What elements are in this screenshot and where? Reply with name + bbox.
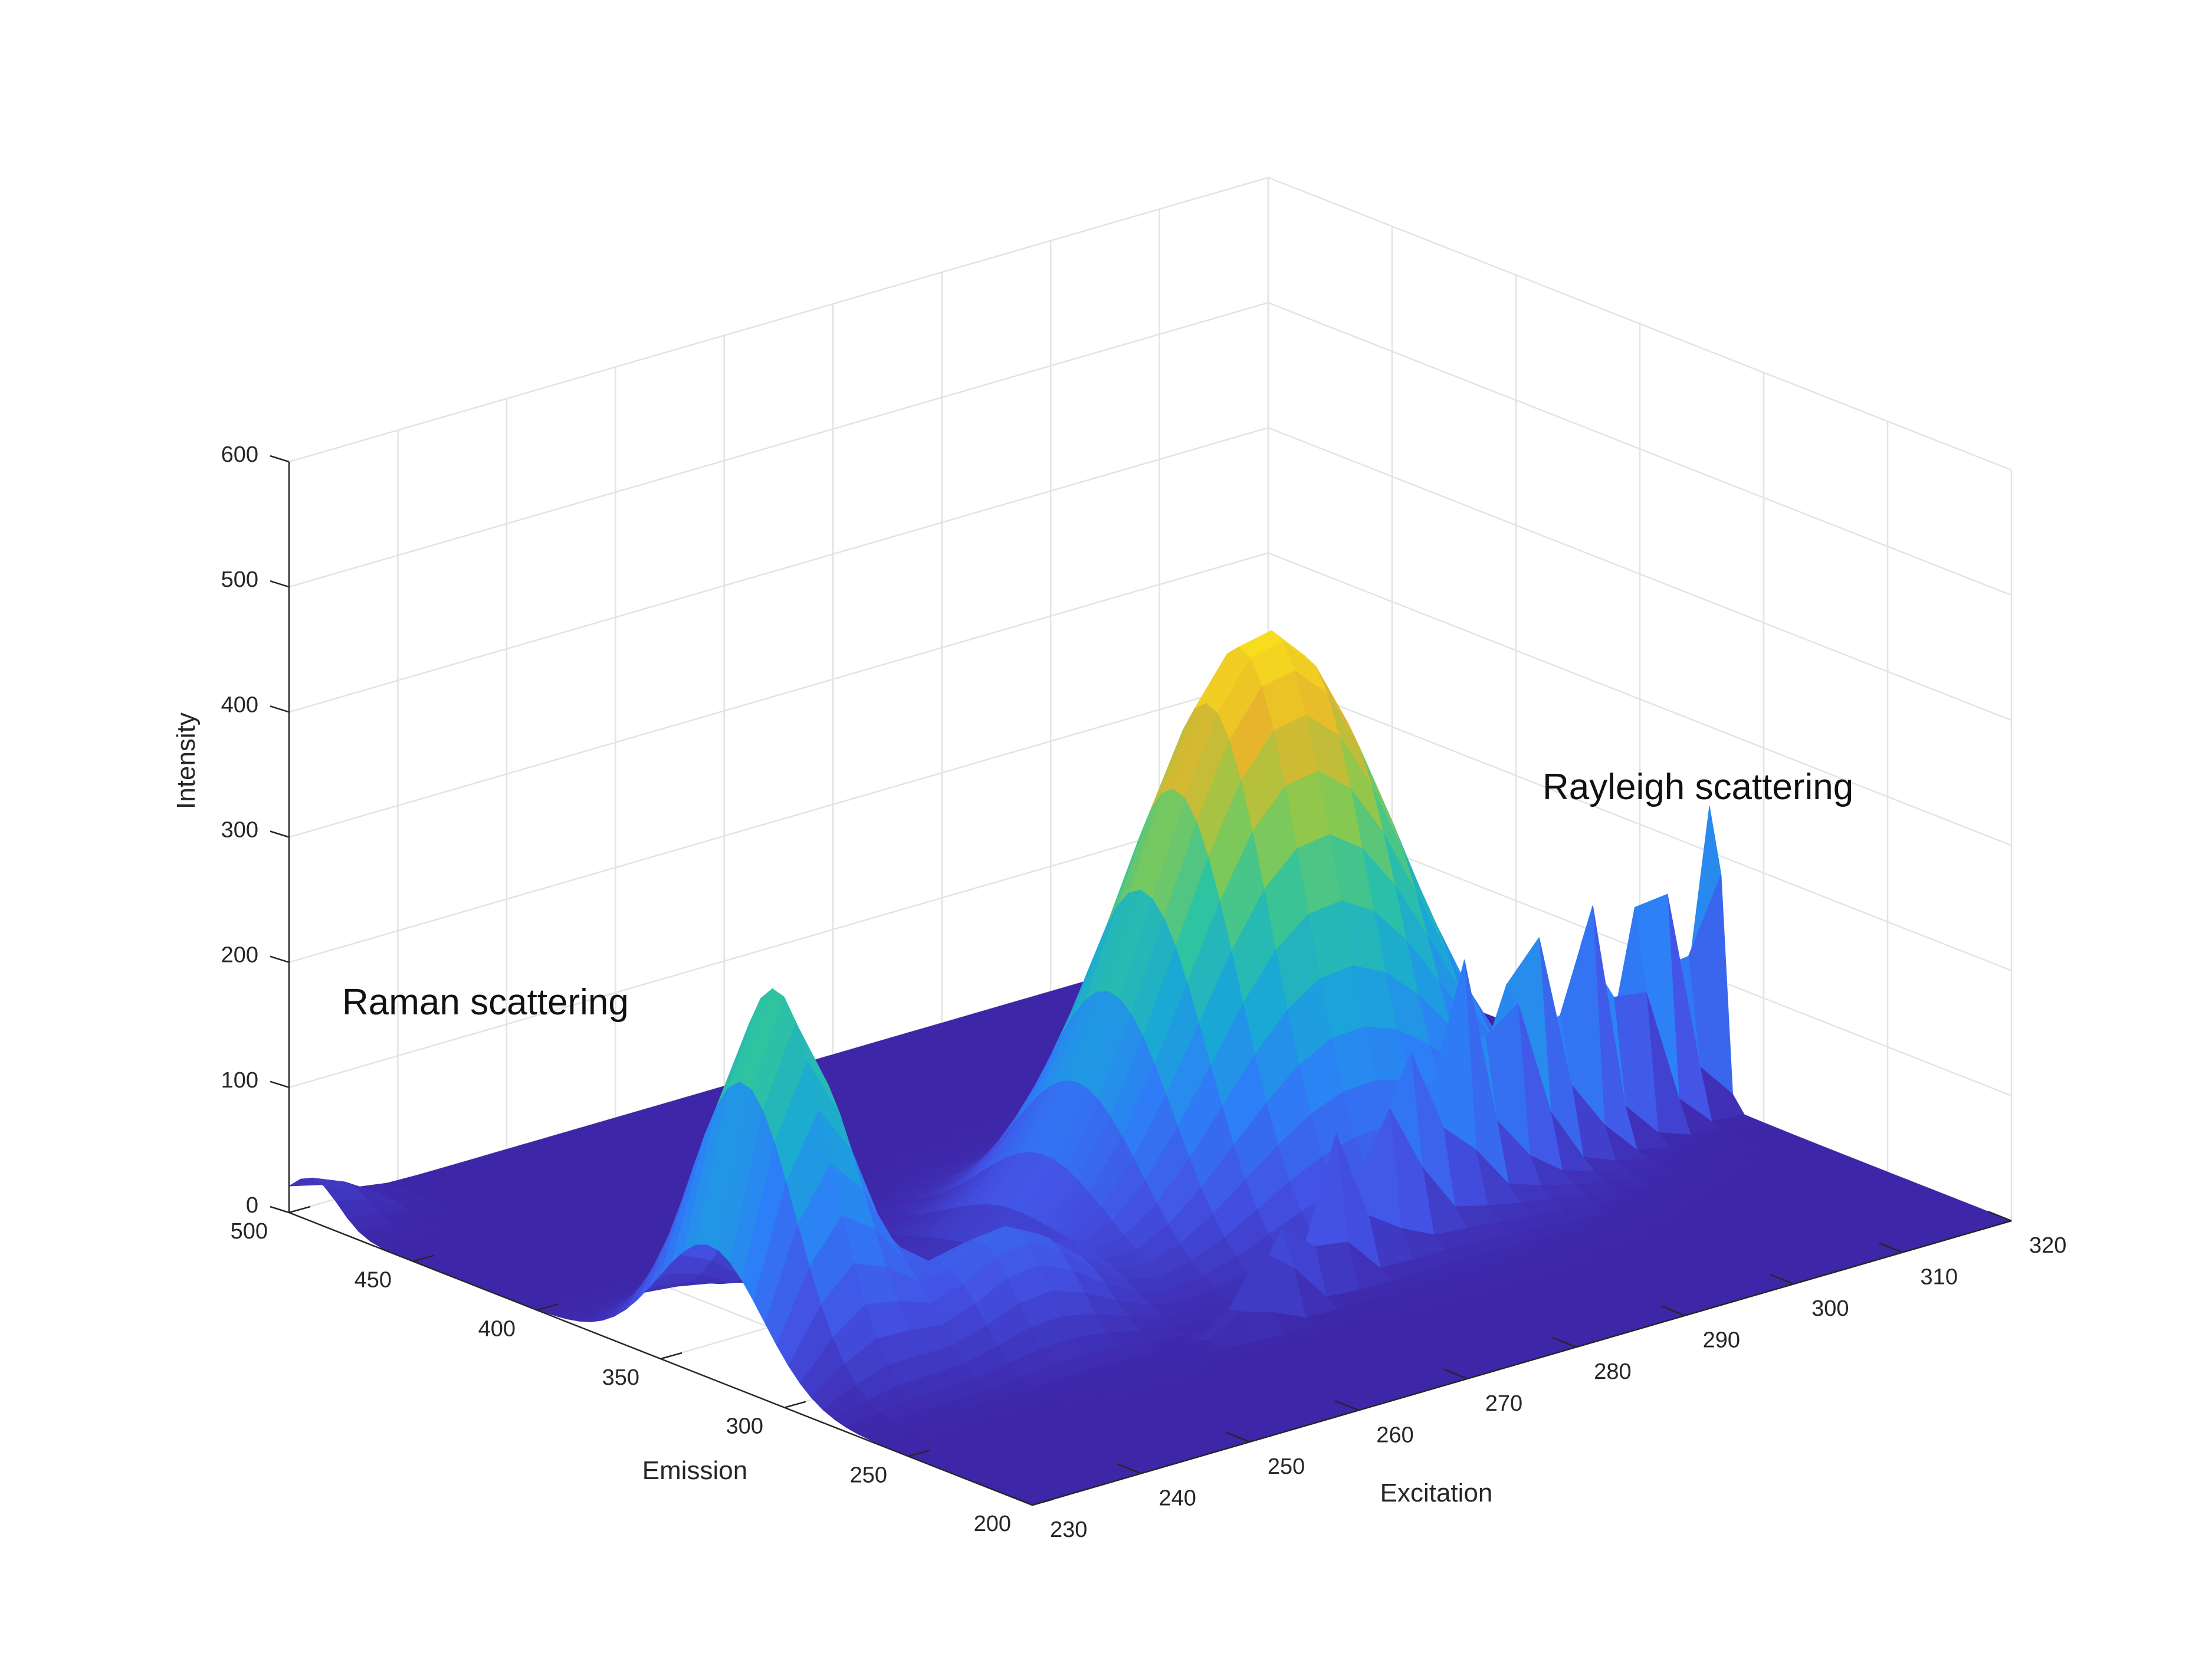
intensity-tick: [270, 455, 290, 463]
excitation-tick: [1661, 1305, 1686, 1316]
excitation-tick-label: 290: [1703, 1328, 1740, 1353]
excitation-tick-label: 270: [1485, 1391, 1522, 1416]
excitation-axis-label: Excitation: [1380, 1479, 1493, 1507]
emission-tick-label: 450: [355, 1268, 392, 1293]
intensity-tick-label: 500: [221, 567, 258, 592]
excitation-tick: [1552, 1337, 1577, 1348]
intensity-tick-label: 400: [221, 692, 258, 717]
axes: 0 100 200 300 400 500 600 200 250 300 350 400 450 500…: [172, 442, 2066, 1542]
emission-tick-label: 350: [602, 1365, 639, 1390]
intensity-tick-label: 100: [221, 1068, 258, 1093]
surface: [288, 630, 2013, 1506]
intensity-tick: [270, 1080, 290, 1089]
grid-line-intensity: [288, 552, 2012, 846]
excitation-tick-label: 310: [1921, 1265, 1958, 1290]
grid-line-intensity: [288, 301, 2012, 596]
annotations: Raman scattering Rayleigh scattering: [342, 767, 1853, 1023]
intensity-tick: [270, 580, 290, 588]
intensity-tick-label: 0: [246, 1193, 258, 1218]
emission-tick-label: 250: [850, 1463, 887, 1487]
intensity-tick-label: 300: [221, 818, 258, 843]
emission-tick-label: 300: [726, 1414, 763, 1439]
excitation-tick: [1117, 1463, 1141, 1474]
excitation-tick-label: 300: [1811, 1296, 1849, 1321]
excitation-tick-label: 230: [1050, 1517, 1087, 1542]
intensity-axis-label: Intensity: [172, 712, 201, 809]
emission-tick-label: 500: [231, 1219, 268, 1244]
intensity-tick-label: 200: [221, 943, 258, 968]
grid-line-intensity: [288, 176, 2012, 471]
intensity-tick: [270, 830, 290, 838]
emission-tick: [412, 1254, 435, 1262]
excitation-tick: [1008, 1494, 1033, 1506]
excitation-tick: [1443, 1368, 1468, 1379]
excitation-tick: [1334, 1400, 1359, 1411]
excitation-tick-label: 250: [1268, 1454, 1305, 1479]
emission-tick: [536, 1303, 559, 1311]
emission-tick: [660, 1352, 682, 1360]
intensity-tick: [270, 1205, 290, 1214]
intensity-tick: [270, 955, 290, 963]
emission-tick: [288, 1205, 311, 1214]
excitation-tick: [1770, 1273, 1794, 1285]
emission-tick: [908, 1450, 930, 1457]
annotation-rayleigh: Rayleigh scattering: [1543, 767, 1853, 807]
intensity-tick-label: 600: [221, 442, 258, 467]
excitation-tick-label: 280: [1594, 1359, 1631, 1384]
intensity-tick: [270, 705, 290, 713]
excitation-tick: [1226, 1431, 1251, 1443]
emission-tick: [784, 1401, 806, 1408]
emission-axis-label: Emission: [642, 1456, 748, 1485]
emission-tick: [1032, 1498, 1054, 1506]
excitation-tick-label: 240: [1158, 1486, 1196, 1510]
annotation-raman: Raman scattering: [342, 982, 629, 1023]
grid-line-intensity: [288, 426, 2012, 721]
emission-tick-label: 400: [478, 1316, 516, 1341]
emission-tick-label: 200: [974, 1512, 1011, 1536]
excitation-tick-label: 320: [2029, 1233, 2066, 1258]
excitation-tick-label: 260: [1376, 1423, 1413, 1447]
excitation-tick: [1879, 1242, 1903, 1253]
excitation-tick: [1987, 1210, 2012, 1222]
excitation-axis-line: [1032, 1220, 2012, 1506]
